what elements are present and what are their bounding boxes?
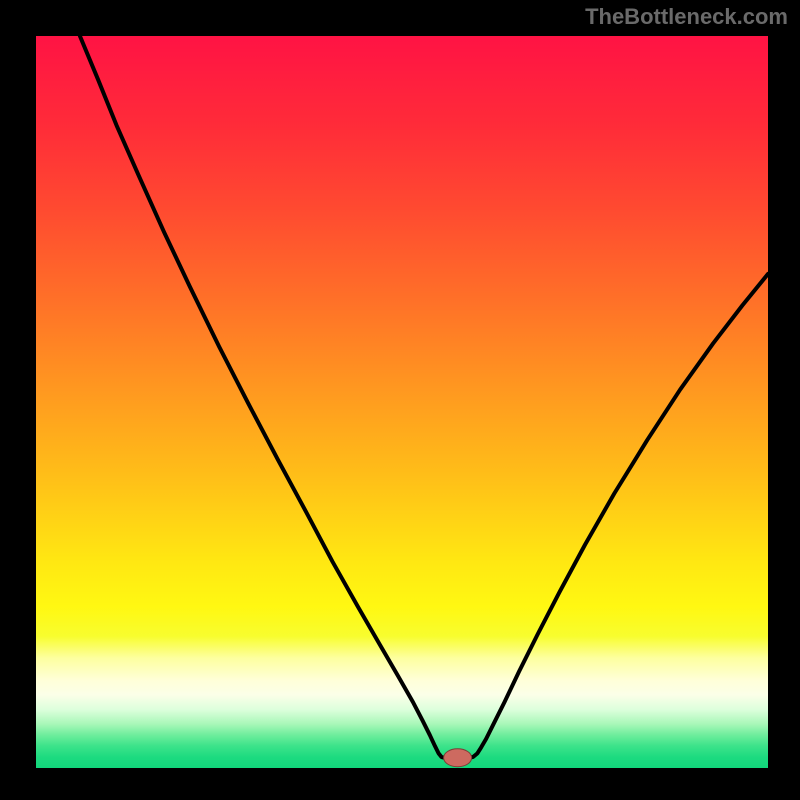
optimal-marker bbox=[444, 749, 472, 767]
bottleneck-curve bbox=[36, 36, 768, 768]
plot-area bbox=[36, 36, 768, 768]
watermark-text: TheBottleneck.com bbox=[585, 4, 788, 30]
chart-container: TheBottleneck.com bbox=[0, 0, 800, 800]
curve-path bbox=[80, 36, 768, 758]
